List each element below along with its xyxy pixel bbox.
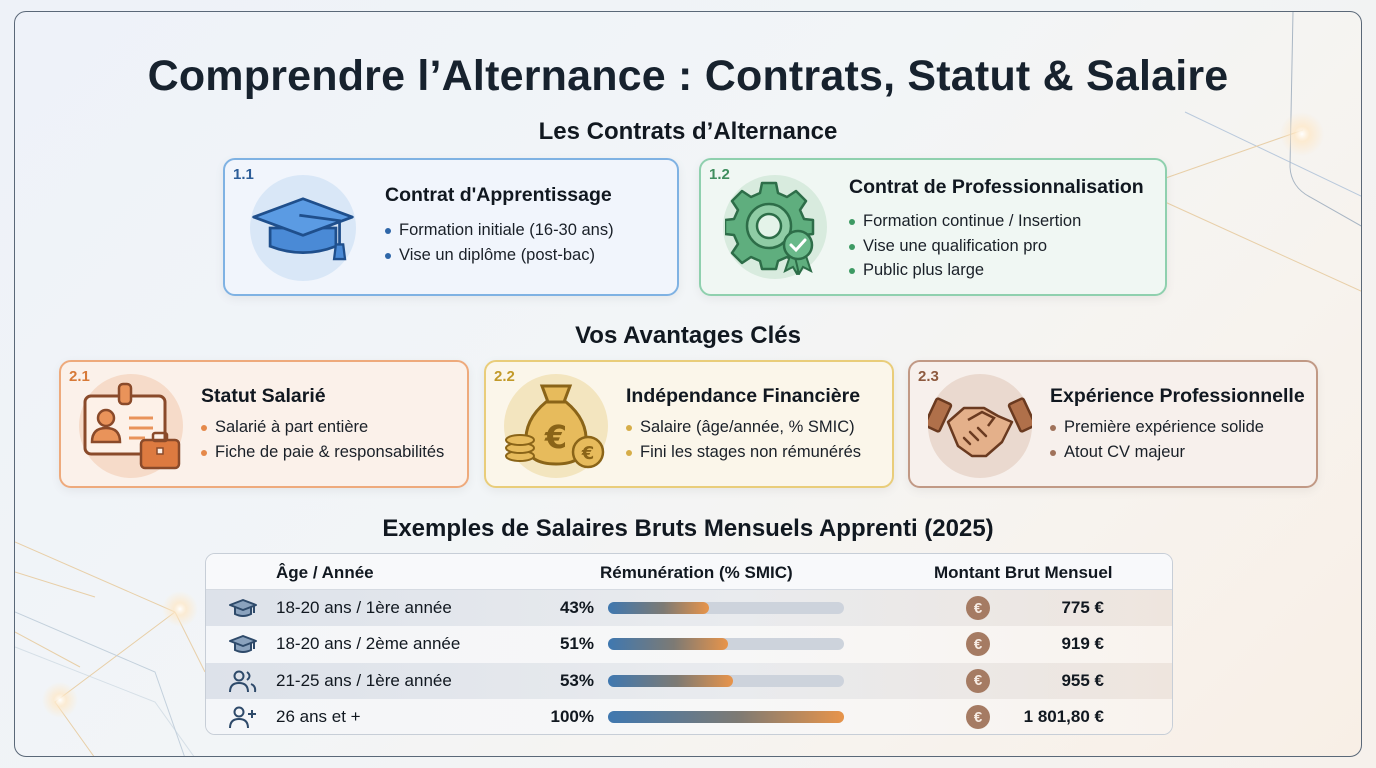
pct-bar-fill — [608, 602, 710, 614]
graduation-cap-icon — [228, 633, 258, 655]
card-number: 2.1 — [69, 368, 90, 385]
gear-certified-icon — [723, 175, 827, 279]
card-title: Contrat de Professionnalisation — [849, 176, 1144, 198]
bullet: Fiche de paie & responsabilités — [199, 440, 444, 465]
table-row: 21-25 ans / 1ère année 53% € 955 € — [206, 662, 1172, 700]
row-pct: 43% — [559, 598, 594, 617]
table-row: 18-20 ans / 1ère année 43% € 775 € — [206, 590, 1172, 627]
graduation-cap-icon — [228, 597, 258, 619]
card-bullets: Salarié à part entière Fiche de paie & r… — [199, 415, 444, 464]
header-montant: Montant Brut Mensuel — [934, 563, 1113, 582]
row-amount: 919 € — [1061, 634, 1104, 654]
card-number: 2.2 — [494, 368, 515, 385]
row-pct: 51% — [559, 634, 594, 654]
card-contrat-apprentissage: 1.1 Contrat d'Apprentissage Formation in… — [223, 158, 679, 296]
euro-coin-icon: € — [966, 632, 990, 657]
pct-bar — [608, 638, 844, 651]
card-title: Contrat d'Apprentissage — [385, 184, 612, 206]
card-title: Statut Salarié — [201, 385, 326, 407]
euro-coin-icon: € — [966, 705, 990, 730]
money-bag-euro-icon: € € — [504, 374, 608, 478]
bullet: Salaire (âge/année, % SMIC) — [624, 415, 861, 440]
card-independance-financiere: 2.2 € € Indépendance Financière Salaire … — [484, 360, 894, 488]
card-title: Expérience Professionnelle — [1050, 385, 1305, 407]
header-age: Âge / Année — [276, 563, 374, 582]
infographic-frame: Comprendre l’Alternance : Contrats, Stat… — [14, 11, 1362, 757]
bullet: Fini les stages non rémunérés — [624, 440, 861, 465]
pct-bar-fill — [608, 638, 729, 651]
graduation-cap-icon — [250, 175, 356, 281]
card-bullets: Formation continue / Insertion Vise une … — [847, 209, 1081, 283]
bullet: Formation continue / Insertion — [847, 209, 1081, 234]
pct-bar-fill — [608, 674, 734, 687]
table-row: 18-20 ans / 2ème année 51% € 919 € — [206, 626, 1172, 663]
row-label: 18-20 ans / 1ère année — [276, 598, 452, 617]
handshake-icon — [928, 374, 1032, 478]
card-number: 1.2 — [709, 166, 730, 183]
section-title-salaries: Exemples de Salaires Bruts Mensuels Appr… — [382, 515, 994, 542]
row-label: 26 ans et + — [276, 707, 361, 727]
bullet: Vise un diplôme (post-bac) — [383, 243, 614, 268]
bullet: Atout CV majeur — [1048, 440, 1264, 465]
row-amount: 955 € — [1061, 670, 1104, 690]
card-number: 2.3 — [918, 368, 939, 385]
card-title: Indépendance Financière — [626, 385, 861, 407]
card-bullets: Première expérience solide Atout CV maje… — [1048, 415, 1264, 464]
row-pct: 53% — [559, 670, 594, 690]
row-label: 18-20 ans / 2ème année — [276, 634, 461, 654]
card-statut-salarie: 2.1 Statut Salarié Salarié à part entièr… — [59, 360, 469, 488]
pct-bar — [608, 711, 844, 724]
users-icon — [228, 670, 258, 692]
bullet: Salarié à part entière — [199, 415, 444, 440]
card-bullets: Formation initiale (16-30 ans) Vise un d… — [383, 218, 614, 267]
card-contrat-professionnalisation: 1.2 Contrat de Professionnalisation Form… — [699, 158, 1167, 296]
user-plus-icon — [228, 706, 258, 729]
card-experience-professionnelle: 2.3 Expérience Professionnelle Première … — [908, 360, 1318, 488]
header-remuneration: Rémunération (% SMIC) — [600, 563, 793, 582]
svg-text:€: € — [544, 418, 567, 456]
euro-coin-icon: € — [966, 596, 990, 620]
table-header: Âge / Année Rémunération (% SMIC) Montan… — [206, 554, 1172, 590]
svg-text:€: € — [581, 443, 595, 464]
id-badge-briefcase-icon — [79, 374, 183, 478]
bullet: Formation initiale (16-30 ans) — [383, 218, 614, 243]
row-amount: 1 801,80 € — [1023, 707, 1104, 727]
section-title-advantages: Vos Avantages Clés — [575, 322, 801, 349]
bullet: Public plus large — [847, 258, 1081, 283]
pct-bar-fill — [608, 711, 844, 724]
page-title: Comprendre l’Alternance : Contrats, Stat… — [147, 52, 1229, 100]
pct-bar — [608, 602, 844, 614]
row-amount: 775 € — [1061, 598, 1104, 617]
bullet: Vise une qualification pro — [847, 234, 1081, 259]
euro-coin-icon: € — [966, 668, 990, 693]
table-row: 26 ans et + 100% € 1 801,80 € — [206, 699, 1172, 734]
salary-table: Âge / Année Rémunération (% SMIC) Montan… — [205, 553, 1173, 735]
card-bullets: Salaire (âge/année, % SMIC) Fini les sta… — [624, 415, 861, 464]
pct-bar — [608, 674, 844, 687]
section-title-contracts: Les Contrats d’Alternance — [538, 118, 838, 145]
card-number: 1.1 — [233, 166, 254, 183]
row-pct: 100% — [550, 707, 594, 727]
bullet: Première expérience solide — [1048, 415, 1264, 440]
row-label: 21-25 ans / 1ère année — [276, 670, 452, 690]
